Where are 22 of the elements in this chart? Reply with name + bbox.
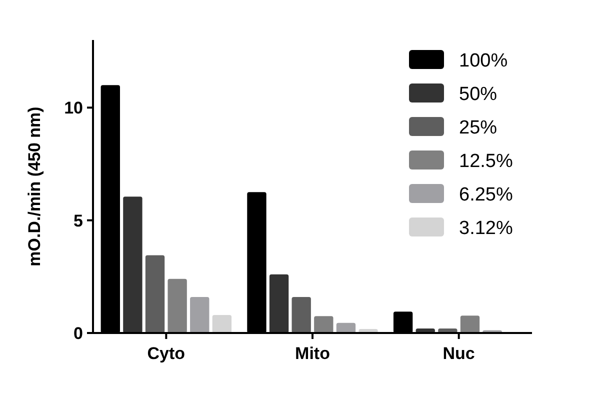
bar: [190, 296, 210, 333]
bar: [123, 196, 142, 333]
x-tick-label: Mito: [295, 344, 330, 363]
x-tick-label: Nuc: [442, 344, 475, 363]
legend-label: 50%: [459, 84, 498, 106]
bar: [269, 274, 289, 333]
y-tick-label: 5: [74, 211, 83, 230]
legend-label: 12.5%: [459, 151, 513, 172]
legend-label: 25%: [459, 118, 498, 139]
legend-label: 100%: [459, 50, 508, 72]
bar: [168, 278, 187, 333]
legend-label: 6.25%: [459, 184, 513, 206]
x-tick-label: Cyto: [147, 344, 186, 363]
bar: [145, 255, 165, 333]
bar: [292, 296, 311, 333]
bar: [460, 316, 480, 333]
y-axis-title: mO.D./min (450 nm): [25, 106, 44, 266]
y-tick-label: 0: [74, 324, 83, 343]
bar: [314, 316, 334, 333]
y-tick-label: 10: [64, 98, 83, 118]
bar: [212, 314, 232, 333]
legend-label: 3.12%: [459, 218, 513, 240]
